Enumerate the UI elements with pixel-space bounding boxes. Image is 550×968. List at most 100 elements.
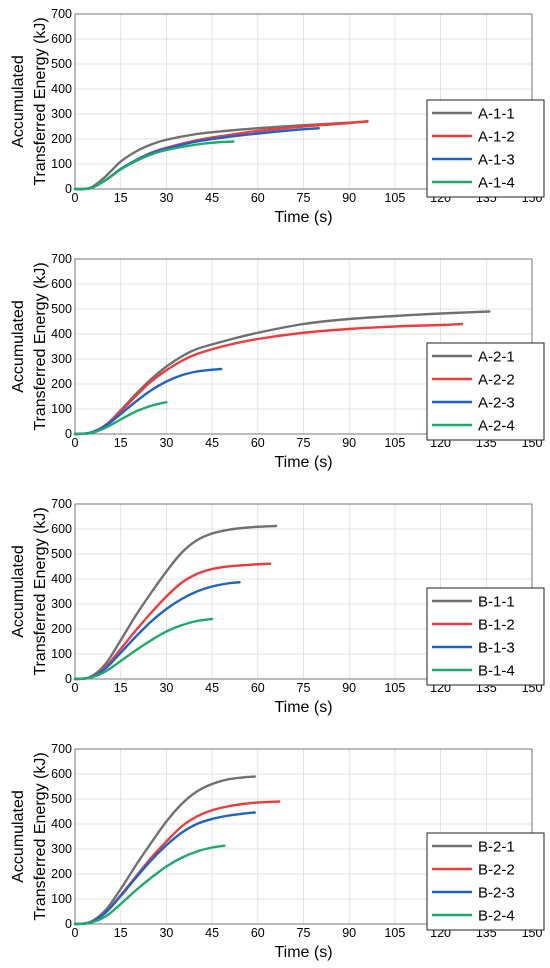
x-tick-label: 90 (342, 191, 356, 205)
y-tick-label: 400 (51, 817, 72, 831)
x-tick-label: 60 (251, 681, 265, 695)
x-tick-label: 30 (159, 436, 173, 450)
x-tick-label: 15 (114, 436, 128, 450)
y-tick-label: 200 (51, 132, 72, 146)
legend: B-2-1 B-2-2 B-2-3 B-2-4 (426, 832, 545, 931)
y-tick-label: 200 (51, 867, 72, 881)
y-tick-label: 200 (51, 377, 72, 391)
legend-label: B-1-3 (478, 640, 515, 657)
y-tick-label: 700 (51, 497, 72, 511)
x-tick-label: 75 (297, 681, 311, 695)
y-axis-title-line-1: Accumulated (10, 790, 27, 883)
y-tick-label: 0 (65, 917, 72, 931)
series-line-b-1-4 (73, 617, 214, 681)
x-tick-label: 105 (384, 681, 405, 695)
series-line-b-2-2 (73, 800, 281, 926)
x-tick-label: 105 (384, 926, 405, 940)
legend-label: B-1-2 (478, 617, 515, 634)
y-tick-label: 500 (51, 302, 72, 316)
legend-label: B-2-2 (478, 862, 515, 879)
y-tick-label: 200 (51, 622, 72, 636)
x-tick-label: 90 (342, 436, 356, 450)
y-tick-label: 0 (65, 182, 72, 196)
series-line-a-2-2 (73, 322, 464, 436)
y-tick-label: 600 (51, 522, 72, 536)
legend: A-1-1 A-1-2 A-1-3 A-1-4 (426, 99, 545, 198)
chart-panel-4: 0 15 30 45 60 75 90 105 120 135 150010020030040050… (10, 742, 545, 961)
x-tick-label: 90 (342, 926, 356, 940)
y-tick-label: 100 (51, 892, 72, 906)
x-tick-label: 0 (72, 436, 79, 450)
x-tick-label: 45 (205, 681, 219, 695)
y-tick-label: 500 (51, 547, 72, 561)
series-line-b-2-1 (73, 775, 256, 926)
legend-label: B-2-1 (478, 839, 515, 856)
series-line-a-2-3 (73, 367, 223, 436)
series-line-b-1-3 (73, 581, 241, 681)
legend: B-1-1 B-1-2 B-1-3 B-1-4 (426, 587, 545, 686)
chart-panel-2: 0 15 30 45 60 75 90 105 120 135 150010020030040050… (10, 252, 545, 471)
x-axis-title: Time (s) (274, 699, 332, 716)
y-tick-label: 0 (65, 672, 72, 686)
x-tick-label: 30 (159, 926, 173, 940)
y-tick-label: 300 (51, 842, 72, 856)
y-axis-title-line-1: Accumulated (10, 55, 27, 148)
x-tick-label: 45 (205, 191, 219, 205)
series-lines (73, 120, 369, 191)
x-tick-label: 15 (114, 681, 128, 695)
legend-label: B-2-4 (478, 908, 515, 925)
legend: A-2-1 A-2-2 A-2-3 A-2-4 (426, 342, 545, 441)
y-tick-label: 0 (65, 427, 72, 441)
x-tick-label: 30 (159, 191, 173, 205)
legend-label: B-1-4 (478, 663, 515, 680)
y-axis-title-line-2: Transferred Energy (kJ) (32, 507, 49, 675)
chart-panel-1: 0 15 30 45 60 75 90 105 120 135 150010020030040050… (10, 7, 545, 226)
x-tick-label: 105 (384, 191, 405, 205)
x-tick-label: 60 (251, 191, 265, 205)
legend-label: B-1-1 (478, 594, 515, 611)
series-line-a-1-4 (73, 140, 235, 191)
y-tick-label: 400 (51, 82, 72, 96)
x-tick-label: 45 (205, 436, 219, 450)
series-lines (73, 775, 281, 926)
y-tick-label: 700 (51, 742, 72, 756)
y-tick-label: 300 (51, 107, 72, 121)
legend-label: A-2-3 (478, 395, 515, 412)
x-tick-label: 0 (72, 926, 79, 940)
legend-label: A-1-1 (478, 106, 515, 123)
series-line-b-1-2 (73, 562, 272, 681)
y-tick-label: 400 (51, 572, 72, 586)
series-line-b-2-4 (73, 844, 226, 926)
series-line-b-1-1 (73, 524, 278, 681)
x-axis-title: Time (s) (274, 209, 332, 226)
x-tick-label: 60 (251, 436, 265, 450)
series-line-a-2-4 (73, 401, 168, 436)
y-axis-title-line-2: Transferred Energy (kJ) (32, 752, 49, 920)
series-lines (73, 310, 491, 436)
y-tick-label: 600 (51, 32, 72, 46)
legend-label: B-2-3 (478, 885, 515, 902)
y-tick-label: 400 (51, 327, 72, 341)
x-axis-title: Time (s) (274, 944, 332, 961)
series-line-b-2-3 (73, 811, 256, 926)
y-axis-title-line-2: Transferred Energy (kJ) (32, 262, 49, 430)
x-tick-label: 75 (297, 191, 311, 205)
y-tick-label: 100 (51, 402, 72, 416)
y-tick-label: 500 (51, 57, 72, 71)
series-line-a-1-3 (73, 127, 320, 191)
x-tick-label: 75 (297, 436, 311, 450)
legend-label: A-2-1 (478, 349, 515, 366)
y-tick-label: 600 (51, 277, 72, 291)
x-tick-label: 75 (297, 926, 311, 940)
y-tick-label: 300 (51, 597, 72, 611)
y-axis-title-line-1: Accumulated (10, 545, 27, 638)
x-tick-label: 15 (114, 926, 128, 940)
y-tick-label: 700 (51, 7, 72, 21)
x-axis-title: Time (s) (274, 454, 332, 471)
x-tick-label: 90 (342, 681, 356, 695)
legend-label: A-1-2 (478, 129, 515, 146)
legend-label: A-2-4 (478, 418, 515, 435)
y-axis-title-line-1: Accumulated (10, 300, 27, 393)
x-tick-label: 45 (205, 926, 219, 940)
